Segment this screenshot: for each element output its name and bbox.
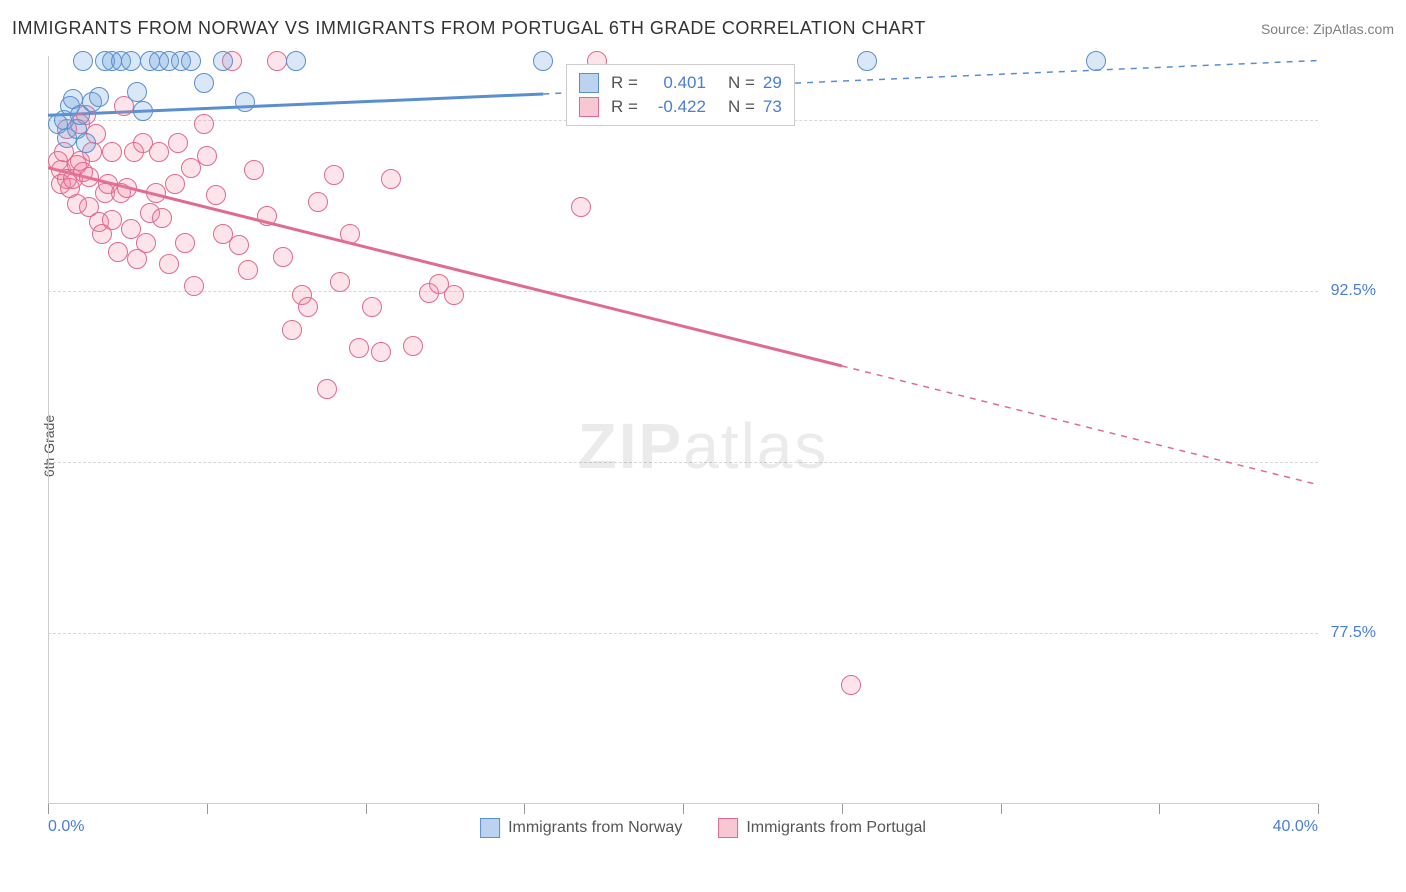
scatter-point-pink: [282, 320, 302, 340]
scatter-point-blue: [533, 51, 553, 71]
scatter-point-pink: [159, 254, 179, 274]
r-value-norway: 0.401: [646, 73, 706, 93]
legend-item-portugal: Immigrants from Portugal: [718, 818, 926, 838]
correlation-chart: IMMIGRANTS FROM NORWAY VS IMMIGRANTS FRO…: [0, 0, 1406, 892]
legend-item-norway: Immigrants from Norway: [480, 818, 682, 838]
scatter-point-pink: [229, 235, 249, 255]
plot-area: [48, 56, 1318, 804]
scatter-point-blue: [1086, 51, 1106, 71]
scatter-point-pink: [340, 224, 360, 244]
scatter-point-pink: [117, 178, 137, 198]
x-tick: [1001, 804, 1002, 814]
legend-row-portugal: R = -0.422 N = 73: [579, 95, 782, 119]
legend-row-norway: R = 0.401 N = 29: [579, 71, 782, 95]
scatter-point-pink: [168, 133, 188, 153]
scatter-point-pink: [267, 51, 287, 71]
x-tick-label: 0.0%: [48, 818, 84, 836]
scatter-point-pink: [381, 169, 401, 189]
scatter-point-pink: [403, 336, 423, 356]
x-tick: [207, 804, 208, 814]
scatter-point-pink: [244, 160, 264, 180]
x-tick: [683, 804, 684, 814]
scatter-point-pink: [206, 185, 226, 205]
r-value-portugal: -0.422: [646, 97, 706, 117]
n-value-norway: 29: [763, 73, 782, 93]
scatter-point-pink: [175, 233, 195, 253]
scatter-point-blue: [127, 82, 147, 102]
scatter-point-blue: [121, 51, 141, 71]
scatter-point-blue: [73, 51, 93, 71]
legend-label-portugal: Immigrants from Portugal: [746, 819, 926, 837]
scatter-point-pink: [79, 167, 99, 187]
scatter-point-pink: [371, 342, 391, 362]
chart-title: IMMIGRANTS FROM NORWAY VS IMMIGRANTS FRO…: [12, 18, 926, 39]
scatter-point-pink: [152, 208, 172, 228]
scatter-point-pink: [102, 210, 122, 230]
n-value-portugal: 73: [763, 97, 782, 117]
scatter-point-pink: [308, 192, 328, 212]
scatter-point-pink: [108, 242, 128, 262]
x-tick-label: 40.0%: [1273, 818, 1318, 836]
series-legend: Immigrants from Norway Immigrants from P…: [480, 818, 926, 838]
y-tick-label: 77.5%: [1331, 624, 1376, 642]
scatter-point-pink: [136, 233, 156, 253]
x-tick: [1159, 804, 1160, 814]
scatter-point-pink: [146, 183, 166, 203]
scatter-point-blue: [133, 101, 153, 121]
swatch-portugal-icon: [718, 818, 738, 838]
correlation-legend: R = 0.401 N = 29 R = -0.422 N = 73: [566, 64, 795, 126]
scatter-point-pink: [317, 379, 337, 399]
x-tick: [366, 804, 367, 814]
x-tick: [524, 804, 525, 814]
x-tick: [48, 804, 49, 814]
scatter-point-blue: [235, 92, 255, 112]
x-tick: [1318, 804, 1319, 814]
scatter-point-pink: [444, 285, 464, 305]
swatch-portugal-icon: [579, 97, 599, 117]
scatter-point-pink: [165, 174, 185, 194]
scatter-point-pink: [149, 142, 169, 162]
swatch-norway-icon: [480, 818, 500, 838]
scatter-point-pink: [257, 206, 277, 226]
scatter-point-blue: [76, 133, 96, 153]
x-tick: [842, 804, 843, 814]
scatter-point-pink: [571, 197, 591, 217]
scatter-point-blue: [181, 51, 201, 71]
scatter-point-blue: [857, 51, 877, 71]
legend-label-norway: Immigrants from Norway: [508, 819, 682, 837]
r-prefix: R =: [611, 97, 638, 117]
scatter-point-pink: [298, 297, 318, 317]
scatter-point-blue: [194, 73, 214, 93]
scatter-point-pink: [238, 260, 258, 280]
swatch-norway-icon: [579, 73, 599, 93]
scatter-point-blue: [89, 87, 109, 107]
scatter-point-pink: [184, 276, 204, 296]
y-tick-label: 92.5%: [1331, 282, 1376, 300]
scatter-point-pink: [349, 338, 369, 358]
scatter-point-pink: [194, 114, 214, 134]
scatter-point-blue: [286, 51, 306, 71]
scatter-point-blue: [213, 51, 233, 71]
scatter-point-pink: [362, 297, 382, 317]
title-row: IMMIGRANTS FROM NORWAY VS IMMIGRANTS FRO…: [12, 18, 1394, 39]
source-attribution: Source: ZipAtlas.com: [1261, 21, 1394, 37]
n-prefix: N =: [728, 97, 755, 117]
scatter-point-pink: [102, 142, 122, 162]
scatter-point-pink: [273, 247, 293, 267]
scatter-point-pink: [197, 146, 217, 166]
r-prefix: R =: [611, 73, 638, 93]
scatter-point-pink: [324, 165, 344, 185]
scatter-point-pink: [330, 272, 350, 292]
scatter-point-pink: [841, 675, 861, 695]
n-prefix: N =: [728, 73, 755, 93]
